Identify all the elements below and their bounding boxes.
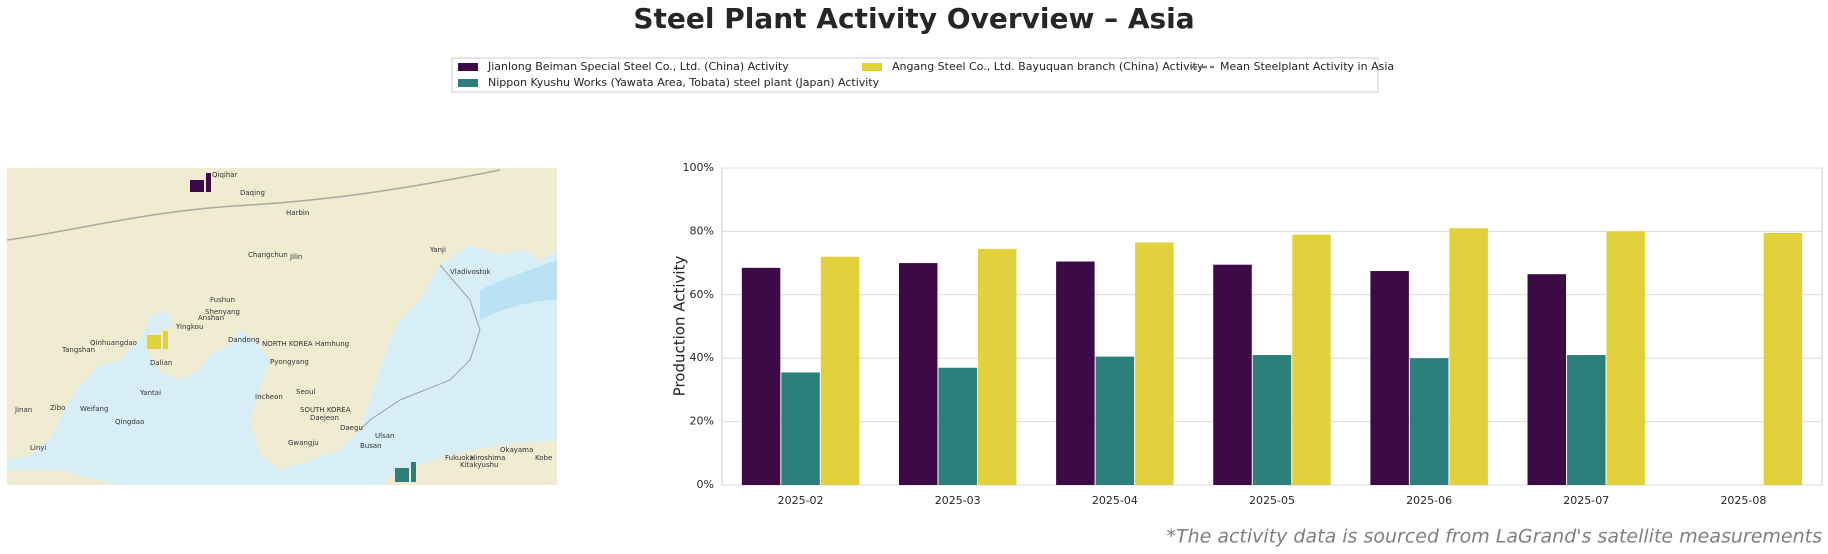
bar	[1449, 228, 1488, 486]
map-label: NORTH KOREA	[262, 340, 313, 348]
land	[7, 440, 557, 485]
legend-swatch	[458, 79, 478, 87]
bar	[977, 248, 1017, 485]
footnote: *The activity data is sourced from LaGra…	[1166, 526, 1822, 548]
map	[7, 168, 557, 485]
y-tick-label: 0%	[697, 478, 714, 491]
plant-icon	[147, 331, 168, 349]
map-label: Vladivostok	[450, 268, 492, 276]
bar	[820, 256, 860, 485]
x-tick-label: 2025-07	[1563, 494, 1609, 507]
map-label: Daqing	[240, 189, 265, 197]
map-label: Qiqihar	[212, 171, 238, 179]
bar	[1213, 264, 1252, 485]
map-label: Ulsan	[375, 432, 394, 440]
y-tick-label: 80%	[690, 224, 714, 237]
map-label: Yantai	[139, 389, 161, 397]
y-tick-label: 40%	[690, 351, 714, 364]
x-tick-label: 2025-08	[1720, 494, 1766, 507]
legend-swatch	[862, 63, 882, 71]
x-tick-label: 2025-04	[1092, 494, 1138, 507]
map-label: Hiroshima	[470, 454, 505, 462]
map-label: SOUTH KOREA	[300, 406, 351, 414]
bar	[1292, 234, 1331, 485]
y-tick-label: 20%	[690, 415, 714, 428]
map-label: Linyi	[30, 444, 46, 452]
legend-label: Mean Steelplant Activity in Asia	[1220, 60, 1394, 73]
map-label: Tangshan	[61, 346, 95, 354]
bar	[1409, 358, 1449, 485]
map-label: Changchun	[248, 251, 288, 259]
bar	[1095, 356, 1135, 485]
map-label: Seoul	[296, 388, 315, 396]
bar	[1606, 231, 1646, 485]
bar	[741, 267, 781, 485]
map-label: Dandong	[228, 336, 260, 344]
map-label: Qingdao	[115, 418, 144, 426]
x-tick-label: 2025-06	[1406, 494, 1452, 507]
map-label: Yingkou	[175, 323, 203, 331]
map-label: Qinhuangdao	[90, 339, 137, 347]
y-tick-label: 60%	[690, 288, 714, 301]
map-label: Shenyang	[205, 308, 240, 316]
bar	[781, 372, 820, 485]
map-label: Harbin	[286, 209, 309, 217]
x-tick-label: 2025-03	[935, 494, 981, 507]
bar	[898, 263, 938, 485]
land	[7, 168, 557, 470]
map-label: Fukuoka	[445, 454, 474, 462]
bar	[1527, 274, 1567, 485]
map-label: Daegu	[340, 424, 363, 432]
bar	[1370, 271, 1409, 485]
map-label: Jilin	[289, 253, 302, 261]
chart-title: Steel Plant Activity Overview – Asia	[633, 2, 1194, 35]
plant-icon	[395, 462, 416, 482]
bar	[1567, 355, 1606, 485]
map-label: Gwangju	[288, 439, 319, 447]
legend-swatch	[458, 63, 478, 71]
map-label: Daejeon	[310, 414, 339, 422]
border	[359, 264, 481, 431]
bar	[1135, 242, 1174, 485]
sea	[480, 260, 557, 320]
map-label: Kitakyushu	[460, 461, 498, 469]
bar	[1252, 355, 1292, 485]
map-label: Yanji	[429, 246, 446, 254]
map-label: Pyongyang	[270, 358, 309, 366]
x-tick-label: 2025-02	[778, 494, 824, 507]
plant-icon	[190, 173, 211, 192]
border	[7, 169, 501, 241]
map-label: Incheon	[255, 393, 283, 401]
map-label: Busan	[360, 442, 382, 450]
x-tick-label: 2025-05	[1249, 494, 1295, 507]
map-label: Zibo	[50, 404, 65, 412]
legend-label: Angang Steel Co., Ltd. Bayuquan branch (…	[892, 60, 1204, 73]
legend-box	[451, 57, 1379, 93]
y-axis-label: Production Activity	[671, 256, 689, 397]
map-label: Fushun	[210, 296, 235, 304]
legend-label: Jianlong Beiman Special Steel Co., Ltd. …	[487, 60, 789, 73]
map-label: Okayama	[500, 446, 533, 454]
map-label: Hamhung	[315, 340, 349, 348]
legend-label: Nippon Kyushu Works (Yawata Area, Tobata…	[488, 76, 880, 89]
map-label: Weifang	[80, 405, 108, 413]
bar	[1056, 261, 1095, 485]
y-tick-label: 100%	[683, 161, 714, 174]
map-label: Jinan	[14, 406, 32, 414]
map-label: Dalian	[150, 359, 172, 367]
bar	[1763, 232, 1803, 485]
bar	[938, 367, 977, 485]
map-label: Kobe	[535, 454, 552, 462]
map-label: Anshan	[198, 314, 224, 322]
